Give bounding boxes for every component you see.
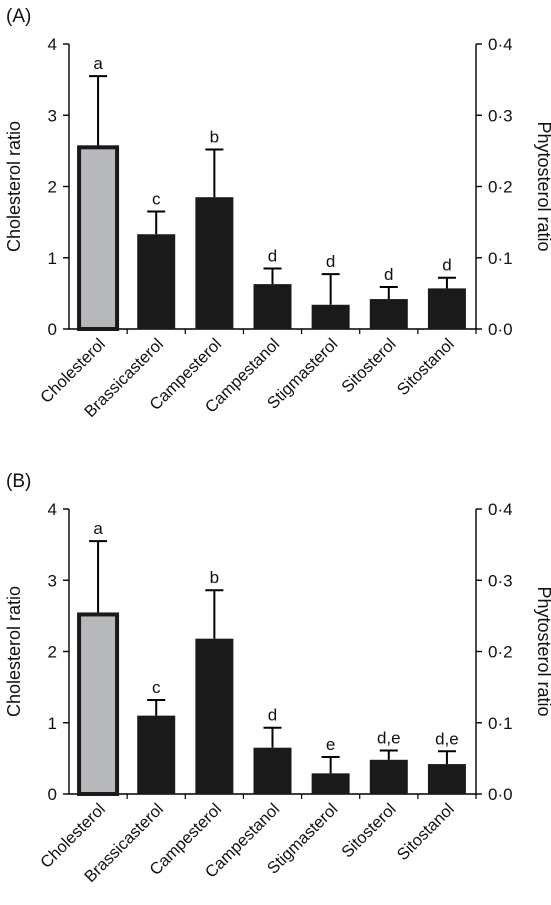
panel-label: (A): [6, 6, 32, 27]
x-tick-label: Sitosterol: [338, 800, 399, 861]
bar-stigmasterol: [311, 773, 350, 794]
significance-letter: d,e: [435, 729, 459, 748]
significance-letter: d: [268, 706, 277, 725]
x-tick-label: Sitostanol: [394, 800, 458, 864]
y-tick-label-left: 0: [48, 785, 57, 804]
y-tick-label-left: 3: [48, 106, 57, 125]
y-tick-label-left: 2: [48, 178, 57, 197]
bar-campestanol: [253, 284, 292, 329]
bar-sitostanol: [427, 764, 466, 794]
significance-letter: d: [442, 256, 451, 275]
bar-chart-a: 0 1 2 3 4 0·0 0·1 0·2 0·3 0·4 Cholesterol ratio Phy…: [4, 35, 551, 421]
significance-letter: a: [93, 519, 103, 538]
significance-letter: d: [384, 265, 393, 284]
significance-letter: a: [93, 54, 103, 73]
x-tick-label: Sitosterol: [338, 335, 399, 396]
bar-brassicasterol: [137, 715, 176, 794]
chart-panel-a: (A) 0 1 2 3 4 0·0 0·1 0·2 0·3 0·4 Cholesterol rati…: [0, 0, 551, 440]
y-axis-label-right: Phytosterol ratio: [534, 121, 551, 251]
significance-letter: d: [326, 252, 335, 271]
significance-letter: c: [152, 189, 161, 208]
y-tick-label-left: 4: [48, 500, 57, 519]
bar-campestanol: [253, 747, 292, 794]
y-tick-label-left: 2: [48, 643, 57, 662]
bar-campesterol: [195, 197, 234, 329]
y-tick-label-left: 1: [48, 249, 57, 268]
y-axis-label-right: Phytosterol ratio: [534, 586, 551, 716]
y-tick-label-right: 0·4: [488, 500, 513, 519]
chart-panel-b: (B) 0 1 2 3 4 0·0 0·1 0·2 0·3 0·4 Cholesterol rati…: [0, 465, 551, 905]
significance-letter: b: [210, 127, 219, 146]
panel-label: (B): [6, 471, 32, 492]
y-tick-label-right: 0·2: [488, 643, 513, 662]
y-tick-label-right: 0·0: [488, 785, 513, 804]
y-tick-label-right: 0·4: [488, 35, 513, 54]
bar-cholesterol: [77, 145, 120, 331]
bar-cholesterol: [77, 612, 120, 796]
y-axis-label-left: Cholesterol ratio: [4, 121, 24, 252]
bar-brassicasterol: [137, 234, 176, 329]
bar-campesterol: [195, 638, 234, 794]
significance-letter: c: [152, 678, 161, 697]
y-tick-label-left: 1: [48, 714, 57, 733]
y-tick-label-right: 0·1: [488, 714, 513, 733]
bar-sitosterol: [369, 299, 408, 329]
bar-sitostanol: [427, 288, 466, 329]
bar-chart-b: 0 1 2 3 4 0·0 0·1 0·2 0·3 0·4 Cholesterol ratio Phy…: [4, 500, 551, 886]
y-tick-label-right: 0·3: [488, 571, 513, 590]
significance-letter: d,e: [377, 729, 401, 748]
significance-letter: b: [210, 568, 219, 587]
y-tick-label-left: 3: [48, 571, 57, 590]
y-tick-label-right: 0·0: [488, 320, 513, 339]
significance-letter: d: [268, 246, 277, 265]
y-tick-label-right: 0·2: [488, 178, 513, 197]
y-tick-label-left: 4: [48, 35, 57, 54]
bar-sitosterol: [369, 759, 408, 794]
significance-letter: e: [326, 735, 335, 754]
x-tick-label: Sitostanol: [394, 335, 458, 399]
y-axis-label-left: Cholesterol ratio: [4, 586, 24, 717]
y-tick-label-right: 0·1: [488, 249, 513, 268]
bar-stigmasterol: [311, 304, 350, 329]
y-tick-label-right: 0·3: [488, 106, 513, 125]
y-tick-label-left: 0: [48, 320, 57, 339]
